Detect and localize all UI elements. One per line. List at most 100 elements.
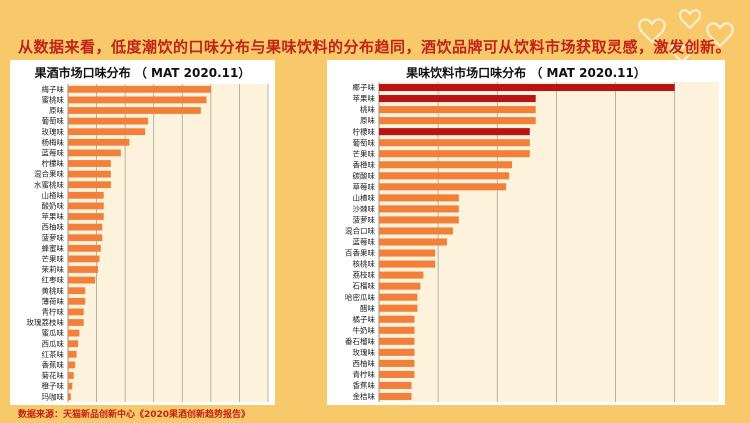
bar-酸奶味 <box>68 202 104 210</box>
category-label: 西柚味 <box>353 358 376 368</box>
category-label: 香橙味 <box>353 159 376 169</box>
bar-蜂蜜味 <box>68 244 101 252</box>
bar-混合果味 <box>68 170 111 178</box>
bar-芒果味 <box>379 150 530 158</box>
category-label: 哈密瓜味 <box>345 292 375 302</box>
bar-橙子味 <box>68 382 73 390</box>
category-label: 菊花味 <box>42 370 65 380</box>
category-label: 百香果味 <box>345 248 375 258</box>
category-label: 水蜜桃味 <box>34 179 64 189</box>
category-label: 蜂蜜味 <box>42 243 65 253</box>
category-label: 柠檬味 <box>353 126 376 136</box>
bar-金桔味 <box>379 392 412 401</box>
category-label: 桃味 <box>360 104 375 114</box>
bar-醋味 <box>379 304 418 312</box>
bar-西瓜味 <box>68 340 78 348</box>
bar-玫瑰味 <box>68 128 146 136</box>
category-label: 青柠味 <box>353 369 376 379</box>
category-label: 梅子味 <box>42 84 65 94</box>
bar-原味 <box>68 107 201 114</box>
category-label: 玛咖味 <box>42 391 65 401</box>
bar-混合口味 <box>379 227 453 235</box>
category-label: 红茶味 <box>42 349 65 359</box>
bar-玛咖味 <box>68 393 71 401</box>
bar-西柚味 <box>68 223 103 231</box>
bar-山楂味 <box>68 191 104 199</box>
category-label: 蓝莓味 <box>42 148 65 158</box>
category-label: 草莓味 <box>353 181 376 191</box>
category-label: 茉莉味 <box>42 264 65 274</box>
bar-葡萄味 <box>68 117 148 125</box>
bar-蜜瓜味 <box>68 329 80 337</box>
category-label: 蜜瓜味 <box>42 328 65 338</box>
category-label: 核桃味 <box>353 259 376 269</box>
bar-番石榴味 <box>379 337 415 345</box>
category-label: 蜜桃味 <box>42 95 65 105</box>
category-label: 西瓜味 <box>42 338 65 348</box>
bar-青柠味 <box>379 370 415 378</box>
category-label: 柠檬味 <box>42 158 65 168</box>
category-label: 橙子味 <box>42 381 65 391</box>
category-label: 牛奶味 <box>353 325 376 335</box>
category-label: 香蕉味 <box>42 360 65 370</box>
bar-柠檬味 <box>68 160 111 167</box>
chart-title-fruit-wine: 果酒市场口味分布 （ MAT 2020.11） <box>34 66 251 80</box>
bar-蜜桃味 <box>68 96 207 104</box>
category-label: 沙棘味 <box>353 203 376 213</box>
category-label: 青柠味 <box>42 307 65 317</box>
bar-苹果味 <box>379 95 536 103</box>
bar-红茶味 <box>68 350 77 358</box>
bar-石榴味 <box>379 282 421 290</box>
bar-荔枝味 <box>379 271 424 279</box>
category-label: 金桔味 <box>353 391 376 401</box>
bar-菠萝味 <box>379 216 459 224</box>
category-label: 香蕉味 <box>353 380 376 390</box>
category-label: 原味 <box>49 105 64 115</box>
bar-玫瑰味 <box>379 348 415 356</box>
category-label: 石榴味 <box>353 281 376 291</box>
category-label: 苹果味 <box>353 93 376 103</box>
category-label: 葡萄味 <box>42 116 65 126</box>
category-label: 玫瑰荔枝味 <box>27 317 65 327</box>
bar-水蜜桃味 <box>68 181 111 189</box>
category-label: 酸奶味 <box>42 201 65 211</box>
category-label: 蓝莓味 <box>353 237 376 247</box>
bar-芒果味 <box>68 255 100 263</box>
bar-红枣味 <box>68 276 96 284</box>
category-label: 芒果味 <box>42 254 65 264</box>
bar-玫瑰荔枝味 <box>68 319 84 326</box>
category-label: 混合口味 <box>345 226 375 236</box>
category-label: 原味 <box>360 115 375 125</box>
bar-哈密瓜味 <box>379 293 418 301</box>
category-label: 薄荷味 <box>42 296 65 306</box>
chart-title-fruit-drink: 果味饮料市场口味分布 （ MAT 2020.11） <box>406 66 646 80</box>
category-label: 玫瑰味 <box>42 126 65 136</box>
bar-香蕉味 <box>68 361 76 369</box>
category-label: 混合果味 <box>34 169 64 179</box>
bar-蓝莓味 <box>68 149 121 157</box>
bar-葡萄味 <box>379 139 530 147</box>
bar-牛奶味 <box>379 326 415 334</box>
bar-桃味 <box>379 106 536 114</box>
category-label: 红枣味 <box>42 275 65 285</box>
category-label: 荔枝味 <box>353 270 376 280</box>
bar-碳酸味 <box>379 172 510 180</box>
fruit-drink-bar-chart: 椰子味苹果味桃味原味柠檬味葡萄味芒果味香橙味碳酸味草莓味山楂味沙棘味菠萝味混合口… <box>345 82 719 402</box>
bar-西柚味 <box>379 359 415 367</box>
hearts-decoration-icon <box>638 9 734 64</box>
bar-菠萝味 <box>68 234 103 242</box>
category-label: 橘子味 <box>353 314 376 324</box>
bar-蓝莓味 <box>379 238 447 246</box>
bar-原味 <box>379 117 536 125</box>
bar-黄桃味 <box>68 287 86 295</box>
category-label: 菠萝味 <box>42 232 65 242</box>
bar-核桃味 <box>379 260 436 268</box>
plot-area <box>68 84 268 402</box>
bar-柠檬味 <box>379 128 530 136</box>
category-label: 苹果味 <box>42 211 65 221</box>
category-label: 山楂味 <box>42 190 65 200</box>
category-label: 黄桃味 <box>42 285 65 295</box>
page-title: 从数据来看，低度潮饮的口味分布与果味饮料的分布趋同，酒饮品牌可从饮料市场获取灵感… <box>18 38 732 56</box>
bar-橘子味 <box>379 315 415 323</box>
bar-香橙味 <box>379 161 513 169</box>
